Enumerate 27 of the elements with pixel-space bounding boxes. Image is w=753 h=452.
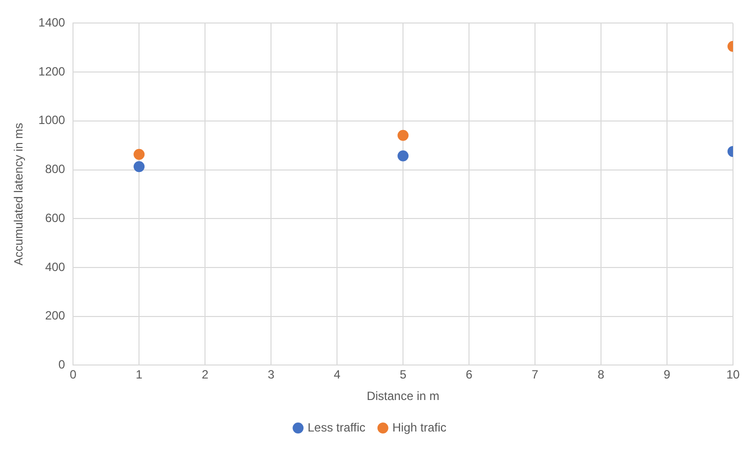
x-tick-label: 2 bbox=[202, 368, 209, 382]
point bbox=[398, 130, 409, 141]
y-tick-label: 400 bbox=[45, 260, 66, 274]
y-axis-title: Accumulated latency in ms bbox=[12, 122, 26, 266]
x-tick-label: 8 bbox=[598, 368, 605, 382]
y-tick-label: 1200 bbox=[38, 64, 66, 78]
y-tick-label: 600 bbox=[45, 210, 66, 225]
y-tick-label: 800 bbox=[45, 162, 66, 176]
legend-label: Less traffic bbox=[308, 420, 366, 434]
point bbox=[134, 148, 145, 160]
x-axis-title: Distance in m bbox=[366, 389, 440, 404]
x-tick-label: 1 bbox=[136, 368, 143, 382]
x-tick-label: 7 bbox=[532, 368, 539, 382]
x-tick-label: 9 bbox=[664, 368, 671, 382]
x-tick-label: 0 bbox=[70, 368, 77, 382]
x-tick-label: 4 bbox=[334, 368, 341, 382]
x-tick-label: 3 bbox=[268, 368, 275, 382]
y-tick-label: 1000 bbox=[38, 113, 66, 128]
point bbox=[134, 161, 145, 172]
x-tick-label: 6 bbox=[466, 368, 473, 382]
x-tick-label: 5 bbox=[400, 368, 407, 382]
x-tick-label: 10 bbox=[726, 368, 740, 382]
legend-label: High trafic bbox=[392, 420, 446, 434]
point bbox=[398, 150, 409, 162]
y-tick-label: 1400 bbox=[38, 16, 66, 30]
y-tick-label: 200 bbox=[45, 308, 66, 323]
y-tick-label: 0 bbox=[58, 358, 66, 372]
